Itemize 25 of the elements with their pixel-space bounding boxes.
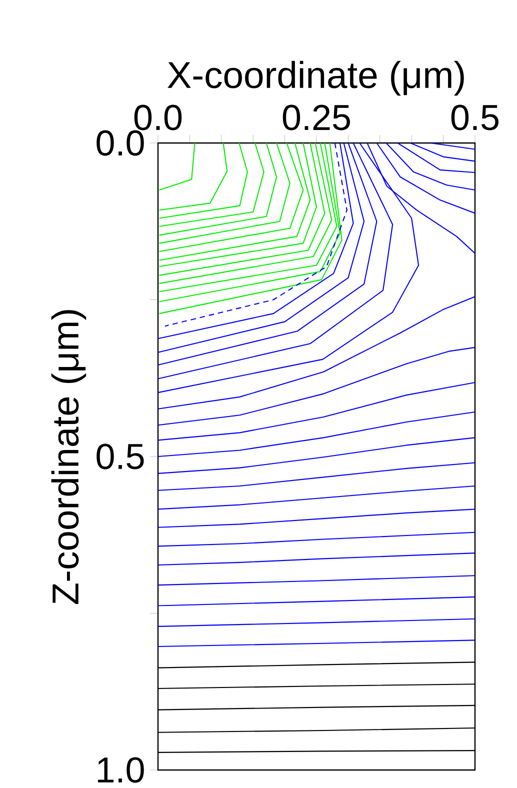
line-series <box>158 143 248 219</box>
line-series <box>158 485 475 510</box>
line-series <box>158 143 278 236</box>
line-series <box>158 346 475 426</box>
line-series <box>158 437 475 474</box>
x-axis-title: X-coordinate (μm) <box>168 60 464 96</box>
line-series <box>158 462 475 491</box>
y-tick-label: 0.0 <box>96 130 144 156</box>
x-tick-label: 0.5 <box>451 104 498 130</box>
line-series <box>158 532 475 547</box>
line-series <box>158 296 475 410</box>
line-series <box>376 143 475 214</box>
line-series <box>158 143 264 227</box>
x-tick-label: 0.0 <box>134 104 182 130</box>
line-series <box>158 382 475 441</box>
line-series <box>386 143 475 191</box>
x-tick-label: 0.25 <box>282 104 350 130</box>
y-axis-title: Z-coordinate (μm) <box>51 310 86 604</box>
line-series <box>158 552 475 566</box>
line-series <box>158 143 228 211</box>
line-series <box>158 411 475 458</box>
y-tick-label: 1.0 <box>98 757 144 783</box>
y-tick-label: 0.5 <box>96 444 144 470</box>
line-series <box>158 143 290 244</box>
line-series <box>158 508 475 528</box>
